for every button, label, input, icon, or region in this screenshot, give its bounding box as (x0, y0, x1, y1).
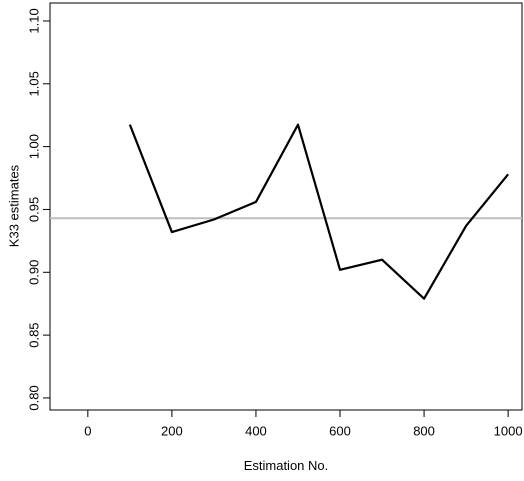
y-tick-label: 1.05 (26, 71, 41, 96)
x-tick-label: 1000 (494, 423, 523, 438)
x-tick-label: 800 (413, 423, 435, 438)
y-tick-label: 0.90 (26, 260, 41, 285)
x-tick-label: 0 (84, 423, 91, 438)
y-tick-label: 1.00 (26, 134, 41, 159)
plot-box (49, 2, 523, 411)
x-axis-label: Estimation No. (244, 458, 329, 473)
y-tick-label: 0.85 (26, 322, 41, 347)
x-tick-label: 600 (329, 423, 351, 438)
y-tick-label: 0.80 (26, 385, 41, 410)
y-tick-label: 0.95 (26, 197, 41, 222)
y-tick-label: 1.10 (26, 8, 41, 33)
x-tick-label: 400 (245, 423, 267, 438)
x-tick-label: 200 (161, 423, 183, 438)
y-axis-label: K33 estimates (6, 164, 21, 247)
data-line (128, 123, 509, 300)
